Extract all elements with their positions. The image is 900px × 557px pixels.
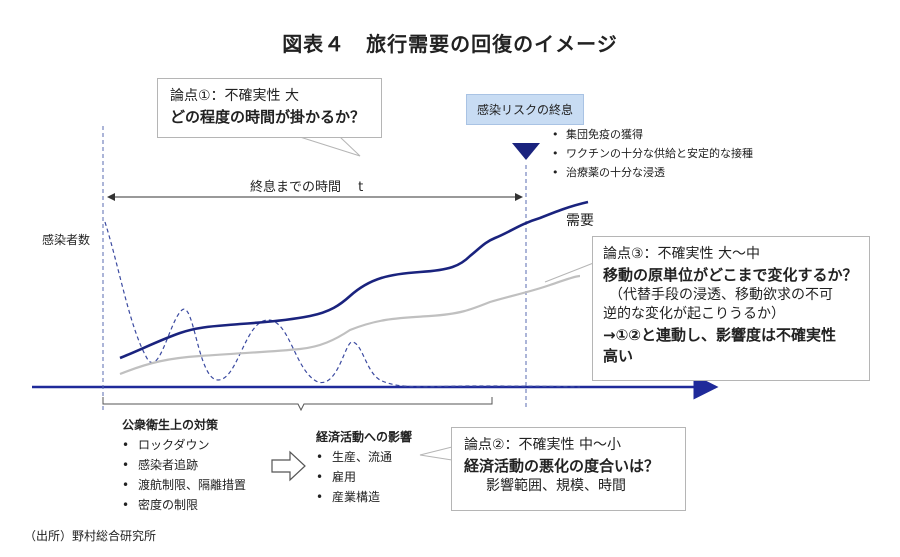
demand-curve [119, 200, 589, 360]
flow-arrow-icon [271, 450, 306, 482]
callout3-line3: （代替手段の浸透、移動欲求の不可 [609, 286, 833, 303]
measure-item: 密度の制限 [122, 495, 246, 515]
callout2-tail [419, 446, 453, 461]
economy-item: 産業構造 [316, 487, 412, 507]
duration-label: 終息までの時間 t [250, 180, 364, 195]
economy-title: 経済活動への影響 [316, 430, 413, 444]
alternative-demand-curve [119, 274, 581, 376]
callout2-line1: 論点②：不確実性 中〜小 [464, 437, 622, 453]
risk-end-conditions: 集団免疫の獲得 ワクチンの十分な供給と安定的な接種 治療薬の十分な浸透 [552, 125, 753, 182]
risk-end-marker-icon [512, 143, 540, 160]
callout3-line6: 高い [603, 346, 634, 365]
callout-issue-1: 論点①：不確実性 大 どの程度の時間が掛かるか？ [157, 78, 382, 138]
infection-curve [104, 221, 581, 388]
measures-title: 公衆衛生上の対策 [122, 418, 219, 432]
page-title: 図表４ 旅行需要の回復のイメージ [282, 32, 618, 56]
source-note: （出所）野村総合研究所 [24, 529, 157, 543]
risk-end-label: 感染リスクの終息 [466, 94, 585, 125]
callout3-line5: →①②と連動し、影響度は不確実性 [603, 325, 836, 344]
callout3-line1: 論点③：不確実性 大〜中 [603, 246, 761, 262]
measure-item: ロックダウン [122, 435, 246, 455]
economy-item: 生産、流通 [316, 447, 412, 467]
public-health-measures: 公衆衛生上の対策 ロックダウン 感染者追跡 渡航制限、隔離措置 密度の制限 [122, 416, 246, 515]
risk-condition-item: 集団免疫の獲得 [552, 125, 753, 144]
economic-impact: 経済活動への影響 生産、流通 雇用 産業構造 [316, 428, 412, 507]
callout1-tail [299, 136, 361, 157]
measure-item: 感染者追跡 [122, 455, 246, 475]
demand-label: 需要 [566, 213, 594, 229]
measures-bracket [102, 397, 493, 412]
risk-condition-item: 治療薬の十分な浸透 [552, 163, 753, 182]
callout2-line3: 影響範囲、規模、時間 [486, 477, 626, 494]
callout1-line1: 論点①：不確実性 大 [170, 88, 300, 104]
callout-issue-3: 論点③：不確実性 大〜中 移動の原単位がどこまで変化するか？ （代替手段の浸透、… [592, 236, 870, 381]
callout-issue-2: 論点②：不確実性 中〜小 経済活動の悪化の度合いは？ 影響範囲、規模、時間 [451, 427, 686, 511]
callout3-line4: 逆的な変化が起こりうるか） [603, 306, 785, 323]
callout2-line2: 経済活動の悪化の度合いは？ [464, 456, 660, 475]
callout1-line2: どの程度の時間が掛かるか？ [170, 107, 366, 126]
infected-count-label: 感染者数 [42, 233, 91, 247]
callout3-connector [544, 261, 597, 283]
economy-item: 雇用 [316, 467, 412, 487]
risk-condition-item: ワクチンの十分な供給と安定的な接種 [552, 144, 753, 163]
callout3-line2: 移動の原単位がどこまで変化するか？ [603, 265, 858, 284]
measure-item: 渡航制限、隔離措置 [122, 475, 246, 495]
